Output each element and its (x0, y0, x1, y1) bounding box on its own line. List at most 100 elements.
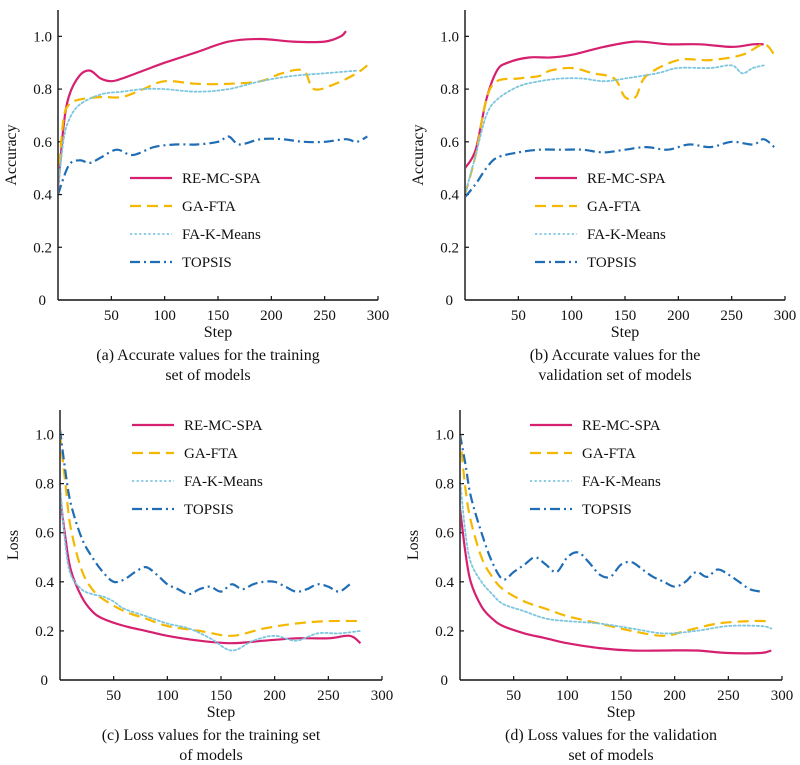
panel-caption: (d) Loss values for the validation (505, 727, 717, 744)
series-line-ga-fta (461, 434, 766, 637)
series-line-topsis (461, 434, 761, 593)
y-tick-label: 0.2 (33, 240, 52, 256)
x-tick-label: 300 (774, 308, 797, 324)
x-tick-label: 250 (317, 688, 340, 704)
x-axis-label: Step (204, 324, 232, 341)
x-tick-label: 100 (560, 308, 583, 324)
y-tick-label: 0.4 (435, 575, 454, 591)
series-line-re-mc-spa (59, 30, 347, 190)
y-tick-label: 0.8 (33, 82, 52, 98)
panel-d: 0.2 0.4 0.6 0.8 1.0 0 50 100 150 200 250 300 Step Los… (405, 410, 794, 764)
legend-label: GA-FTA (582, 446, 636, 462)
x-axis-label: Step (207, 704, 235, 721)
series-line-re-mc-spa (461, 508, 772, 655)
panel-caption: validation set of models (538, 367, 691, 384)
panel-caption: of models (179, 747, 243, 760)
series-line-fa-k-means (466, 64, 765, 195)
x-tick-label: 250 (313, 308, 336, 324)
x-tick-label: 300 (367, 308, 390, 324)
series-line-re-mc-spa (466, 40, 764, 169)
origin-label: 0 (441, 673, 449, 689)
x-tick-label: 200 (663, 688, 686, 704)
y-axis-label: Accuracy (3, 124, 20, 185)
y-tick-label: 0.6 (440, 135, 459, 151)
x-tick-label: 50 (106, 688, 121, 704)
x-tick-label: 50 (511, 308, 526, 324)
y-tick-label: 0.4 (440, 188, 459, 204)
panel-caption: set of models (568, 747, 653, 760)
x-axis-label: Step (607, 704, 635, 721)
y-tick-label: 0.8 (440, 82, 459, 98)
y-axis-label: Accuracy (410, 124, 427, 185)
y-tick-label: 1.0 (33, 29, 52, 45)
legend-label: RE-MC-SPA (182, 171, 261, 187)
panel-b: 0.2 0.4 0.6 0.8 1.0 0 50 100 150 200 250 300 Step Acc… (410, 10, 796, 384)
x-tick-label: 150 (207, 308, 230, 324)
legend-label: TOPSIS (184, 502, 234, 518)
series-line-topsis (466, 138, 776, 198)
legend-label: FA-K-Means (582, 474, 661, 490)
y-tick-label: 0.8 (435, 477, 454, 493)
x-tick-label: 150 (610, 688, 633, 704)
y-axis-label: Loss (405, 530, 422, 560)
legend-label: GA-FTA (184, 446, 238, 462)
series-line-ga-fta (61, 434, 361, 637)
legend-label: TOPSIS (587, 255, 637, 271)
x-axis-label: Step (611, 324, 639, 341)
x-tick-label: 200 (263, 688, 286, 704)
y-tick-label: 0.6 (435, 526, 454, 542)
x-tick-label: 250 (717, 688, 740, 704)
legend-label: TOPSIS (182, 255, 232, 271)
series-line-fa-k-means (461, 479, 773, 635)
series-line-topsis (61, 429, 351, 596)
y-tick-label: 1.0 (440, 29, 459, 45)
legend-label: FA-K-Means (587, 227, 666, 243)
legend-label: RE-MC-SPA (582, 418, 661, 434)
x-tick-label: 50 (506, 688, 521, 704)
x-tick-label: 100 (153, 308, 176, 324)
x-tick-label: 50 (104, 308, 119, 324)
y-tick-label: 0.6 (33, 135, 52, 151)
legend-label: GA-FTA (182, 199, 236, 215)
origin-label: 0 (41, 673, 49, 689)
legend-label: RE-MC-SPA (587, 171, 666, 187)
origin-label: 0 (446, 293, 454, 309)
y-axis-label: Loss (5, 530, 22, 560)
y-tick-label: 0.4 (35, 575, 54, 591)
x-tick-label: 150 (210, 688, 233, 704)
y-tick-label: 1.0 (435, 428, 454, 444)
legend-label: TOPSIS (582, 502, 632, 518)
legend-label: GA-FTA (587, 199, 641, 215)
series-line-fa-k-means (59, 69, 358, 189)
panel-caption: (a) Accurate values for the training (96, 347, 319, 364)
legend-label: RE-MC-SPA (184, 418, 263, 434)
y-tick-label: 0.2 (435, 624, 454, 640)
x-tick-label: 250 (720, 308, 743, 324)
panel-caption: (b) Accurate values for the (530, 347, 701, 364)
x-tick-label: 200 (260, 308, 283, 324)
series-line-ga-fta (466, 43, 776, 195)
legend-label: FA-K-Means (182, 227, 261, 243)
series-line-fa-k-means (61, 484, 362, 652)
origin-label: 0 (39, 293, 47, 309)
y-tick-label: 0.4 (33, 188, 52, 204)
y-tick-label: 1.0 (35, 428, 54, 444)
panel-c: 0.2 0.4 0.6 0.8 1.0 0 50 100 150 200 250 300 Step Los… (5, 410, 394, 764)
panel-caption: set of models (165, 367, 250, 384)
x-tick-label: 200 (667, 308, 690, 324)
legend-label: FA-K-Means (184, 474, 263, 490)
series-line-topsis (59, 135, 368, 195)
y-tick-label: 0.2 (440, 240, 459, 256)
y-tick-label: 0.2 (35, 624, 54, 640)
x-tick-label: 300 (371, 688, 394, 704)
y-tick-label: 0.6 (35, 526, 54, 542)
panel-caption: (c) Loss values for the training set (102, 727, 321, 744)
series-line-ga-fta (59, 64, 368, 182)
x-tick-label: 100 (156, 688, 179, 704)
y-tick-label: 0.8 (35, 477, 54, 493)
x-tick-label: 300 (771, 688, 794, 704)
panel-a: 0.2 0.4 0.6 0.8 1.0 0 50 100 150 200 250 300 Step Acc… (3, 10, 389, 384)
x-tick-label: 100 (556, 688, 579, 704)
